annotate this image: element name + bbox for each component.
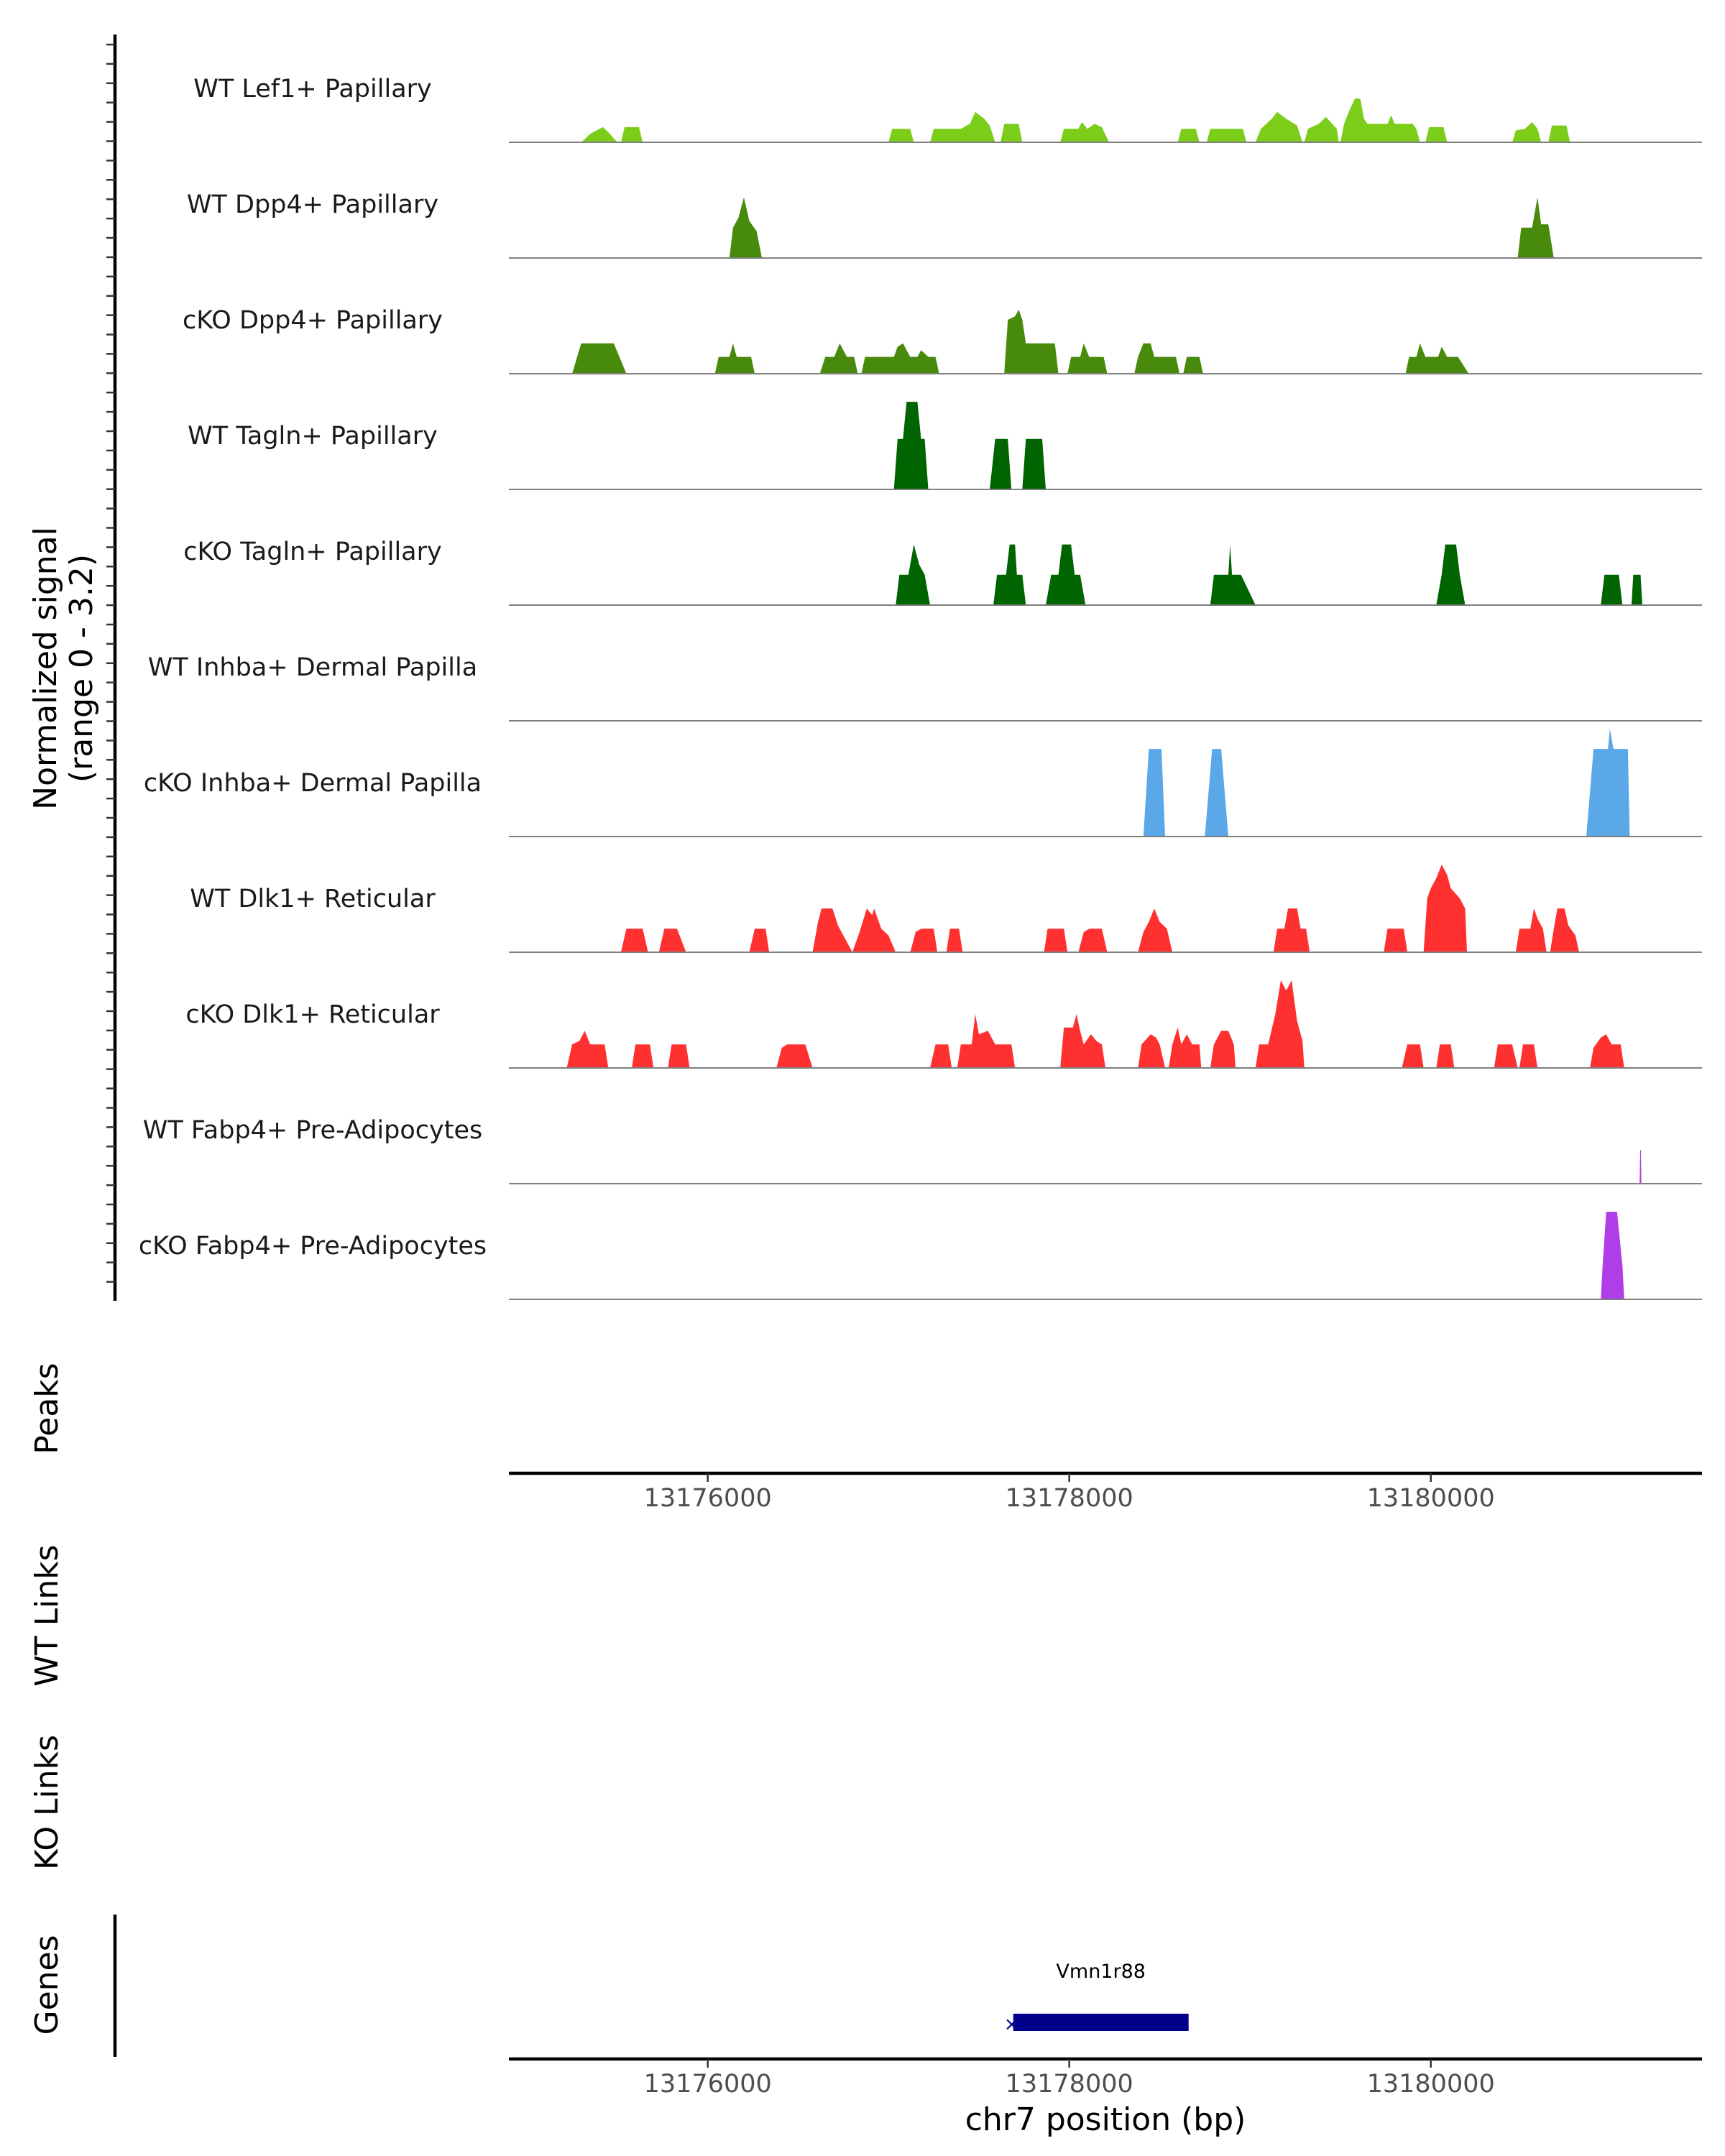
- track: WT Lef1+ Papillary: [193, 75, 1702, 143]
- track-label: cKO Tagln+ Papillary: [183, 538, 442, 566]
- x-tick-label: 13180000: [1367, 1484, 1495, 1513]
- wt-links-panel-title: WT Links: [29, 1544, 65, 1686]
- track: cKO Fabp4+ Pre-Adipocytes: [139, 1212, 1702, 1300]
- track-label: cKO Inhba+ Dermal Papilla: [144, 769, 482, 798]
- genes-x-ticks: 13176000 13178000 13180000: [644, 2059, 1495, 2099]
- genes-panel-title: Genes: [29, 1935, 65, 2035]
- track: cKO Tagln+ Papillary: [183, 538, 1702, 606]
- x-axis-label: chr7 position (bp): [965, 2101, 1246, 2138]
- coverage-area: [581, 98, 1570, 142]
- coverage-tracks: WT Lef1+ Papillary WT Dpp4+ Papillary cKO …: [139, 75, 1702, 1300]
- peaks-panel-title: Peaks: [29, 1363, 65, 1454]
- coverage-area: [1601, 1212, 1624, 1299]
- gene-body: [1013, 2014, 1189, 2031]
- x-tick-label: 13176000: [644, 1484, 772, 1513]
- track-label: WT Lef1+ Papillary: [193, 75, 432, 103]
- coverage-area: [572, 309, 1469, 374]
- x-tick-label: 13176000: [644, 2070, 772, 2099]
- signal-y-ticks: [106, 43, 115, 1283]
- strand-marker: ×: [1004, 2014, 1020, 2035]
- track-label: WT Tagln+ Papillary: [188, 422, 438, 451]
- signal-ylabel-line2: (range 0 - 3.2): [63, 554, 100, 783]
- track-label: WT Fabp4+ Pre-Adipocytes: [143, 1116, 482, 1145]
- x-tick-label: 13178000: [1006, 2070, 1133, 2099]
- track-label: cKO Fabp4+ Pre-Adipocytes: [139, 1232, 487, 1261]
- track: WT Dlk1+ Reticular: [190, 865, 1702, 953]
- track: WT Inhba+ Dermal Papilla: [148, 653, 1702, 722]
- coverage-area: [896, 544, 1642, 605]
- track: cKO Dlk1+ Reticular: [185, 980, 1702, 1069]
- coverage-area: [1639, 1150, 1642, 1184]
- gene-label: Vmn1r88: [1056, 1961, 1146, 1983]
- ko-links-panel-title: KO Links: [29, 1735, 65, 1870]
- x-tick-label: 13178000: [1006, 1484, 1133, 1513]
- track: cKO Dpp4+ Papillary: [183, 306, 1702, 374]
- gene-annotations: Vmn1r88 ×: [1004, 1961, 1189, 2035]
- gene: Vmn1r88 ×: [1004, 1961, 1189, 2035]
- track: WT Tagln+ Papillary: [188, 402, 1702, 490]
- coverage-area: [893, 402, 1046, 489]
- coverage-area: [566, 980, 1624, 1068]
- track-label: WT Dpp4+ Papillary: [187, 190, 438, 219]
- signal-ylabel-line1: Normalized signal: [27, 527, 64, 810]
- track-label: cKO Dpp4+ Papillary: [183, 306, 443, 335]
- coverage-area: [620, 865, 1579, 952]
- peaks-x-ticks: 13176000 13178000 13180000: [644, 1473, 1495, 1513]
- track-label: WT Dlk1+ Reticular: [190, 885, 436, 913]
- track: cKO Inhba+ Dermal Papilla: [144, 729, 1702, 837]
- track: WT Fabp4+ Pre-Adipocytes: [143, 1116, 1702, 1184]
- signal-y-axis: [106, 34, 117, 1301]
- track-label: cKO Dlk1+ Reticular: [185, 1000, 440, 1029]
- track-label: WT Inhba+ Dermal Papilla: [148, 653, 477, 682]
- x-tick-label: 13180000: [1367, 2070, 1495, 2099]
- track: WT Dpp4+ Papillary: [187, 190, 1702, 259]
